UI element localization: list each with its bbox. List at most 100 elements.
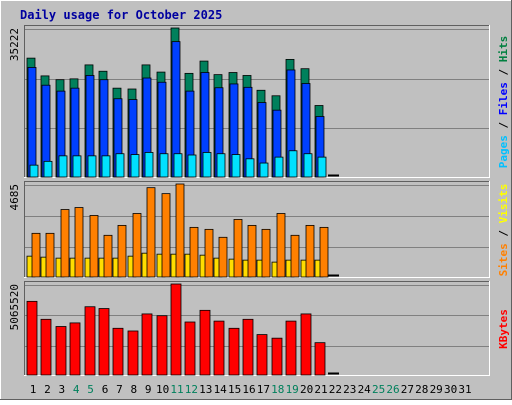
x-tick-label: 29 xyxy=(430,383,443,396)
bar-pages-day-16 xyxy=(245,158,255,178)
x-tick-labels: 1 2 3 4 5 6 7 8 9 10 11 12 13 14 15 16 17 18 19 20 21 22 23 24 2… xyxy=(30,383,472,396)
bar-kbytes-day-6 xyxy=(98,308,110,376)
bar-kbytes-day-18 xyxy=(271,337,283,376)
bar-pages-day-19 xyxy=(288,150,298,178)
bar-pages-day-8 xyxy=(130,154,140,178)
bar-kbytes-day-10 xyxy=(156,315,168,376)
bar-sites-day-10 xyxy=(161,193,171,278)
x-tick-label: 19 xyxy=(286,383,299,396)
x-tick-label: 17 xyxy=(257,383,270,396)
bar-sites-day-16 xyxy=(247,224,257,278)
bar-kbytes-day-11 xyxy=(170,283,182,376)
legend-entry: / xyxy=(497,223,510,243)
bar-kbytes-day-12 xyxy=(184,321,196,376)
x-tick-label: 7 xyxy=(116,383,123,396)
bar-pages-day-21 xyxy=(317,156,327,178)
x-tick-label: 3 xyxy=(58,383,65,396)
x-tick-label: 25 xyxy=(372,383,385,396)
x-tick-label: 4 xyxy=(73,383,80,396)
bar-pages-day-4 xyxy=(72,155,82,178)
bar-kbytes-day-13 xyxy=(199,309,211,376)
bar-files-day-1 xyxy=(27,67,37,178)
x-tick-label: 6 xyxy=(102,383,109,396)
bar-kbytes-day-5 xyxy=(84,306,96,376)
bar-pages-day-3 xyxy=(58,155,68,178)
bar-kbytes-day-20 xyxy=(300,313,312,376)
legend-entry: KBytes xyxy=(497,309,510,349)
x-tick-label: 11 xyxy=(170,383,183,396)
bar-kbytes-day-8 xyxy=(127,330,139,376)
bar-pages-day-18 xyxy=(274,156,284,178)
panel-middle: 4685 Sites / Visits xyxy=(8,181,510,278)
bar-sites-day-12 xyxy=(189,226,199,278)
series-legend: KBytes xyxy=(497,309,510,349)
x-tick-label: 2 xyxy=(44,383,51,396)
bar-pages-day-13 xyxy=(202,152,212,178)
bar-kbytes-day-15 xyxy=(228,327,240,376)
panel-bottom: 5065520 KBytes xyxy=(8,281,510,376)
x-tick-label: 26 xyxy=(386,383,399,396)
bar-pages-day-12 xyxy=(187,154,197,178)
bar-pages-day-6 xyxy=(101,155,111,178)
x-tick-label: 27 xyxy=(401,383,414,396)
bar-sites-day-8 xyxy=(132,213,142,278)
bar-pages-day-9 xyxy=(144,152,154,178)
bar-pages-day-11 xyxy=(173,153,183,178)
y-axis-max-label: 4685 xyxy=(8,184,21,211)
bar-kbytes-day-14 xyxy=(213,320,225,376)
x-tick-label: 13 xyxy=(199,383,212,396)
x-tick-label: 12 xyxy=(185,383,198,396)
x-tick-label: 1 xyxy=(30,383,37,396)
legend-entry: Sites xyxy=(497,243,510,276)
panel-top: 35222 Pages / Files / Hits xyxy=(8,25,510,178)
y-axis-max-label: 35222 xyxy=(8,28,21,61)
bar-kbytes-day-9 xyxy=(141,313,153,376)
x-tick-label: 9 xyxy=(145,383,152,396)
bar-sites-day-21 xyxy=(319,226,329,278)
x-tick-label: 5 xyxy=(87,383,94,396)
x-tick-label: 21 xyxy=(314,383,327,396)
chart-title: Daily usage for October 2025 xyxy=(20,8,222,22)
legend-entry: / xyxy=(497,115,510,135)
bar-pages-day-17 xyxy=(259,162,269,178)
x-tick-label: 8 xyxy=(130,383,137,396)
series-legend: Sites / Visits xyxy=(497,184,510,277)
bar-sites-day-9 xyxy=(146,187,156,278)
bar-sites-day-18 xyxy=(276,213,286,278)
series-legend: Pages / Files / Hits xyxy=(497,36,510,169)
bar-sites-day-7 xyxy=(117,224,127,278)
legend-entry: Pages xyxy=(497,135,510,168)
bar-pages-day-20 xyxy=(303,153,313,178)
bar-pages-day-1 xyxy=(29,164,39,178)
x-tick-label: 31 xyxy=(458,383,471,396)
x-tick-label: 30 xyxy=(444,383,457,396)
bar-pages-day-10 xyxy=(159,153,169,178)
bar-pages-day-5 xyxy=(87,155,97,178)
y-axis-max-label: 5065520 xyxy=(8,284,21,330)
bar-kbytes-day-4 xyxy=(69,322,81,376)
bar-kbytes-day-7 xyxy=(112,327,124,376)
bar-pages-day-7 xyxy=(115,153,125,178)
legend-entry: Files xyxy=(497,82,510,115)
bar-sites-day-5 xyxy=(89,215,99,278)
x-tick-label: 14 xyxy=(214,383,228,396)
bar-sites-day-2 xyxy=(45,232,55,278)
bar-sites-day-20 xyxy=(305,224,315,278)
bar-kbytes-day-17 xyxy=(256,334,268,376)
bar-sites-day-6 xyxy=(103,234,113,278)
bar-sites-day-13 xyxy=(204,228,214,278)
bar-sites-day-3 xyxy=(60,209,70,278)
legend-entry: Visits xyxy=(497,184,510,224)
bar-sites-day-19 xyxy=(290,234,300,278)
bar-kbytes-day-16 xyxy=(242,318,254,376)
bar-pages-day-2 xyxy=(43,160,53,178)
x-tick-label: 15 xyxy=(228,383,241,396)
x-tick-label: 22 xyxy=(329,383,342,396)
bar-pages-day-14 xyxy=(216,153,226,178)
x-tick-label: 20 xyxy=(300,383,313,396)
legend-entry: / xyxy=(497,62,510,82)
bar-pages-day-15 xyxy=(231,154,241,178)
x-tick-label: 28 xyxy=(415,383,428,396)
